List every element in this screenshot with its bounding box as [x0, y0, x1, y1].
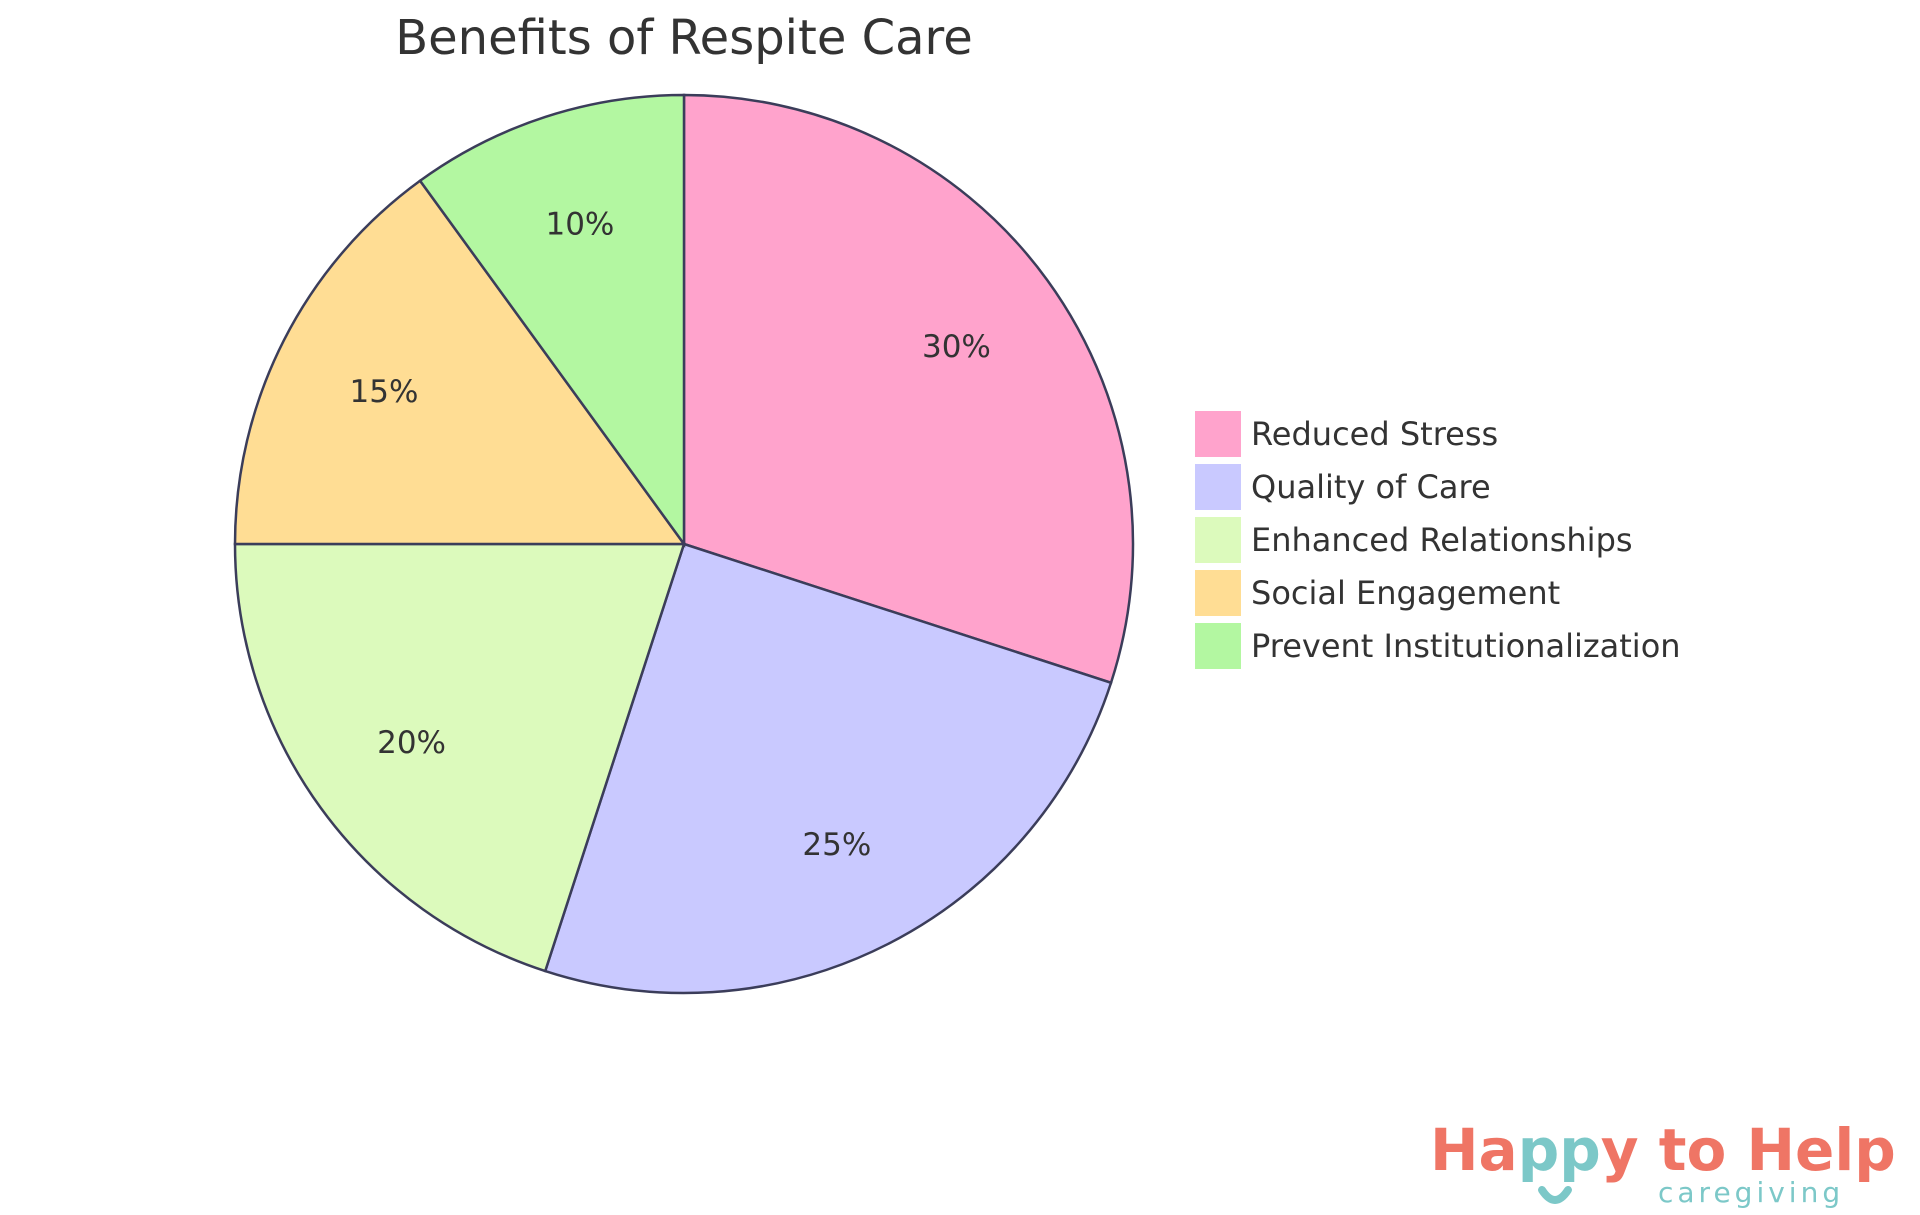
legend-swatch [1195, 516, 1241, 563]
pie-slice-reduced-stress [682, 93, 1135, 685]
legend-item: Prevent Institutionalization [1195, 619, 1681, 672]
legend-item: Quality of Care [1195, 460, 1681, 513]
legend-swatch [1195, 622, 1241, 669]
happy-to-help-logo: Happy to Help caregiving [1430, 1116, 1896, 1209]
svg-text:Happy to Help: Happy to Help [1430, 1116, 1896, 1184]
legend: Reduced Stress Quality of Care Enhanced Re… [1195, 407, 1681, 672]
data-label: 10% [545, 207, 614, 243]
legend-swatch [1195, 463, 1241, 510]
legend-label: Enhanced Relationships [1251, 520, 1633, 559]
legend-item: Social Engagement [1195, 566, 1681, 619]
legend-swatch [1195, 410, 1241, 457]
pie-slice-quality-of-care [543, 542, 1113, 995]
legend-item: Reduced Stress [1195, 407, 1681, 460]
legend-swatch [1195, 569, 1241, 616]
pie-slice-prevent-institutionalization [418, 93, 686, 548]
data-label: 15% [350, 374, 419, 410]
pie-slice-enhanced-relationships [233, 542, 686, 973]
pie-slice-social-engagement [233, 179, 687, 546]
legend-label: Social Engagement [1251, 573, 1561, 612]
legend-label: Reduced Stress [1251, 414, 1499, 453]
legend-item: Enhanced Relationships [1195, 513, 1681, 566]
data-label: 25% [802, 827, 871, 863]
svg-text:caregiving: caregiving [1658, 1176, 1844, 1209]
legend-label: Quality of Care [1251, 467, 1491, 506]
data-label: 20% [377, 725, 446, 761]
chart-title: Benefits of Respite Care [395, 10, 973, 66]
legend-label: Prevent Institutionalization [1251, 626, 1681, 665]
data-label: 30% [922, 329, 991, 365]
